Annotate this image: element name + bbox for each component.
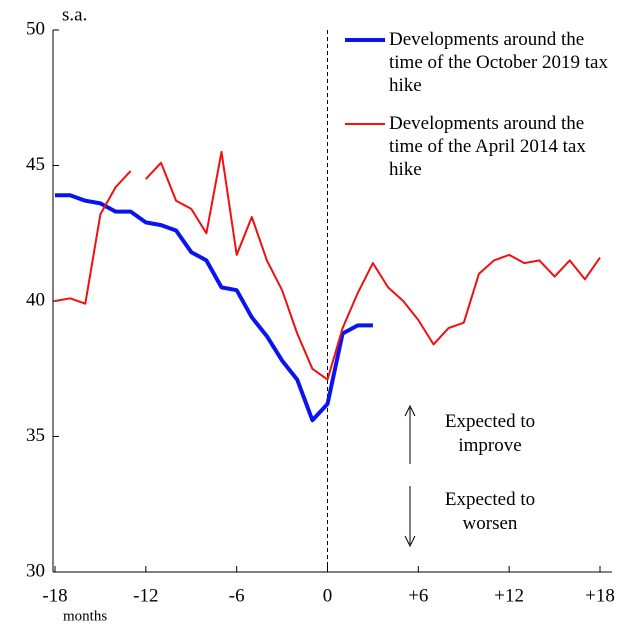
annotation: Expected to worsen	[444, 489, 536, 534]
y-unit-label: s.a.	[62, 4, 87, 25]
x-tick-label: -18	[42, 585, 67, 606]
arrow-down-head	[404, 535, 416, 548]
x-tick-label: +18	[585, 585, 615, 606]
series-line	[55, 193, 373, 423]
y-tick-label: 45	[26, 154, 45, 175]
legend-label: Developments around the time of the Octo…	[389, 29, 608, 96]
x-tick-label: -12	[133, 585, 158, 606]
y-tick-label: 30	[26, 560, 45, 581]
y-tick-label: 50	[26, 18, 45, 39]
y-tick-label: 40	[26, 289, 45, 310]
x-axis-label: months	[63, 608, 107, 624]
x-tick-label: +6	[408, 585, 428, 606]
legend-label: Developments around the time of the Apri…	[389, 113, 586, 180]
x-tick-label: 0	[323, 585, 333, 606]
annotation: Expected to improve	[444, 411, 536, 456]
series-line	[54, 150, 601, 381]
arrow-up-head	[404, 404, 416, 417]
y-tick-label: 35	[26, 425, 45, 446]
x-tick-label: -6	[229, 585, 245, 606]
x-tick-label: +12	[494, 585, 524, 606]
